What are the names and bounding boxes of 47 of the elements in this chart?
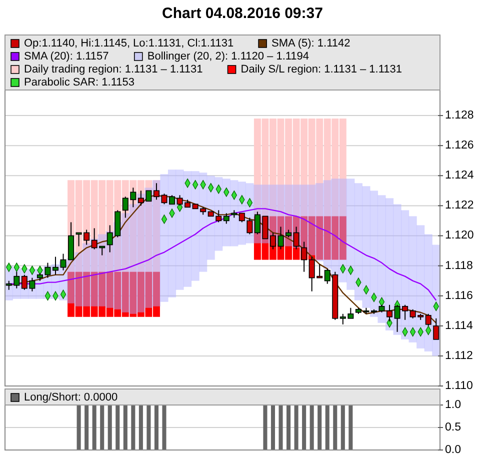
y-tick-label: 1.120 (445, 230, 474, 242)
candlestick (433, 318, 440, 340)
bar (346, 178, 355, 290)
legend-label: Long/Short: 0.0000 (24, 392, 118, 404)
legend-label: SMA (5): 1.1142 (272, 38, 350, 50)
y-tick-label: 1.128 (445, 110, 474, 122)
bar (354, 183, 362, 300)
bar (152, 180, 161, 306)
bar (136, 194, 145, 312)
legend-label: Parabolic SAR: 1.1153 (24, 76, 134, 88)
y-tick-label: 1.112 (445, 350, 473, 362)
legend-label: SMA (20): 1.1157 (24, 50, 109, 62)
bar (308, 184, 316, 256)
y-tick-label: 1.116 (445, 290, 473, 302)
bar (176, 170, 184, 290)
y-tick-label: 1.122 (445, 200, 474, 212)
chart-title: Chart 04.08.2016 09:37 (162, 5, 323, 22)
bar (316, 183, 324, 262)
bar (160, 174, 168, 302)
y-tick-label: 1.0 (445, 399, 461, 411)
y-tick-label: 1.110 (445, 380, 473, 392)
bar (98, 234, 106, 306)
y-tick-label: 1.126 (445, 140, 474, 152)
bar (184, 171, 192, 287)
bar (129, 204, 138, 314)
bar (370, 190, 378, 317)
bar (284, 184, 293, 246)
candlestick (223, 212, 230, 224)
bar (144, 188, 153, 308)
bar (82, 243, 91, 306)
bar (230, 180, 238, 246)
bar (416, 225, 425, 348)
y-tick-label: 0.0 (445, 444, 461, 456)
y-tick-label: 1.124 (445, 170, 474, 182)
y-tick-label: 0.5 (445, 422, 461, 434)
bar (338, 178, 347, 282)
bar (378, 195, 386, 323)
y-tick-label: 1.118 (445, 260, 473, 272)
bar (121, 213, 130, 312)
y-tick-label: 1.114 (445, 320, 474, 332)
bar (362, 186, 370, 308)
legend-label: Bollinger (20, 2): 1.1120 – 1.1194 (147, 50, 310, 62)
legend-label: Daily S/L region: 1.1131 – 1.1131 (240, 64, 402, 76)
legend-label: Daily trading region: 1.1131 – 1.1131 (24, 64, 203, 76)
candlestick (169, 194, 176, 205)
bar (401, 210, 410, 340)
legend-label: Op:1.1140, Hi:1.1145, Lo:1.1131, Cl:1.1131 (24, 38, 234, 50)
